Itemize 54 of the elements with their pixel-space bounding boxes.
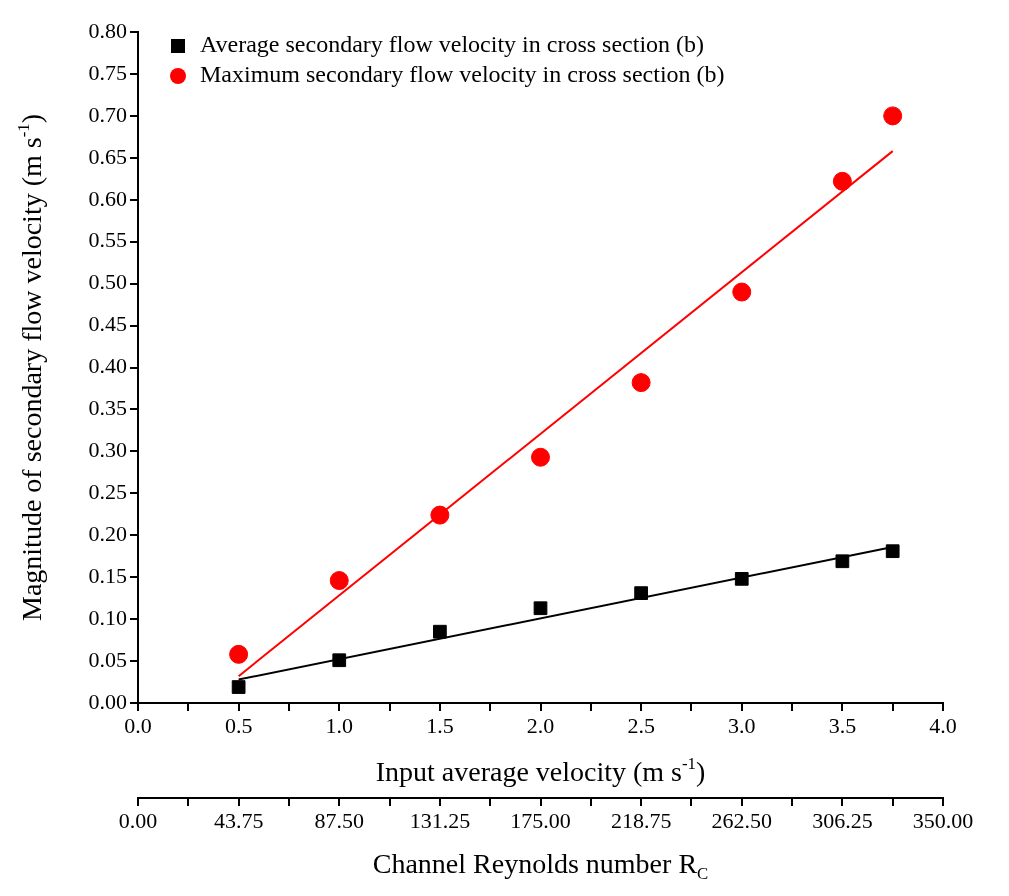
y-tick-label: 0.65 xyxy=(88,143,127,169)
x2-tick-label: 262.50 xyxy=(711,807,772,833)
y-tick-label: 0.70 xyxy=(88,101,127,127)
point xyxy=(883,106,903,126)
x-tick-label: 1.5 xyxy=(426,712,454,738)
y-tick-label: 0.55 xyxy=(88,227,127,253)
x-tick-label: 3.5 xyxy=(828,712,857,738)
y-tick-label: 0.00 xyxy=(88,688,127,714)
y-tick-label: 0.45 xyxy=(88,311,127,337)
point xyxy=(634,586,648,600)
point xyxy=(631,373,651,393)
x-tick-label: 0.0 xyxy=(124,712,152,738)
point xyxy=(734,572,749,586)
y-tick-label: 0.50 xyxy=(88,269,127,295)
legend-label: Average secondary flow velocity in cross section (b) xyxy=(200,31,705,58)
x2-tick-label: 87.50 xyxy=(314,807,364,833)
point xyxy=(430,505,450,525)
x2-tick-label: 0.00 xyxy=(118,807,158,833)
x2-tick-label: 350.00 xyxy=(912,807,974,833)
point xyxy=(229,644,249,664)
point xyxy=(533,601,548,616)
y-tick-label: 0.35 xyxy=(88,395,127,421)
y-tick-label: 0.40 xyxy=(88,353,127,379)
point xyxy=(231,680,246,694)
legend-label: Maximum secondary flow velocity in cross section (b) xyxy=(200,61,725,88)
x-tick-label: 0.5 xyxy=(224,712,253,738)
x2-tick-label: 175.00 xyxy=(510,807,571,833)
point xyxy=(332,653,347,668)
y-tick-label: 0.75 xyxy=(88,59,127,85)
point xyxy=(732,282,752,302)
point xyxy=(531,447,550,467)
point xyxy=(885,544,900,559)
x2-tick-label: 43.75 xyxy=(213,807,264,833)
y-tick-label: 0.60 xyxy=(88,185,127,211)
x-tick-label: 1.0 xyxy=(325,712,353,738)
point xyxy=(835,554,850,569)
x-tick-label: 3.0 xyxy=(728,712,756,738)
x2-tick-label: 218.75 xyxy=(610,807,672,833)
y-tick-label: 0.80 xyxy=(88,17,127,43)
y-tick-label: 0.15 xyxy=(88,562,127,588)
x2-tick-label: 306.25 xyxy=(812,807,873,833)
x-tick-label: 2.5 xyxy=(627,712,655,738)
y-tick-label: 0.30 xyxy=(88,437,127,463)
x-tick-label: 4.0 xyxy=(929,712,957,738)
point xyxy=(832,171,852,191)
y-axis-title: Magnitude of secondary flow velocity (m s-1) xyxy=(13,114,48,621)
point xyxy=(433,624,447,639)
y-tick-label: 0.10 xyxy=(88,604,127,630)
y-tick-label: 0.20 xyxy=(88,521,127,547)
x-tick-label: 2.0 xyxy=(526,712,555,738)
y-tick-label: 0.05 xyxy=(88,646,127,672)
x2-tick-label: 131.25 xyxy=(409,807,471,833)
point xyxy=(329,571,349,591)
y-tick-label: 0.25 xyxy=(88,479,127,505)
